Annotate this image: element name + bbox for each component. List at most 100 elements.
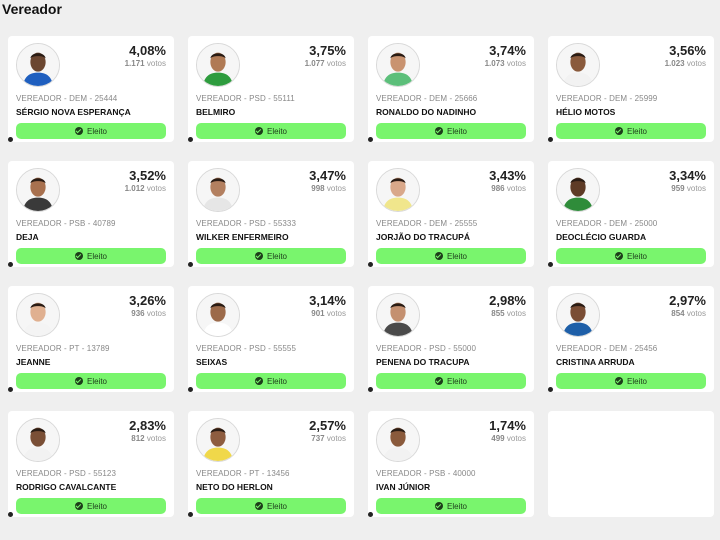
check-circle-icon xyxy=(614,377,623,385)
elected-label: Eleito xyxy=(626,251,647,261)
candidate-card[interactable]: 3,75% 1.077 votos VEREADOR - PSD - 55111… xyxy=(188,36,354,142)
elected-label: Eleito xyxy=(626,376,647,386)
candidate-name: NETO DO HERLON xyxy=(196,482,273,492)
elected-label: Eleito xyxy=(446,376,467,386)
vote-percentage: 3,56% xyxy=(669,43,706,58)
elected-badge: Eleito xyxy=(376,248,526,264)
vote-count: 855 votos xyxy=(491,309,526,318)
person-icon xyxy=(377,169,419,211)
elected-badge: Eleito xyxy=(556,123,706,139)
vote-count: 854 votos xyxy=(671,309,706,318)
candidate-card[interactable]: 3,43% 986 votos VEREADOR - DEM - 25555 J… xyxy=(368,161,534,267)
vote-percentage: 3,75% xyxy=(309,43,346,58)
candidate-card[interactable]: 3,34% 959 votos VEREADOR - DEM - 25000 D… xyxy=(548,161,714,267)
vote-percentage: 3,26% xyxy=(129,293,166,308)
candidate-card[interactable]: 2,83% 812 votos VEREADOR - PSD - 55123 R… xyxy=(8,411,174,517)
elected-label: Eleito xyxy=(86,501,107,511)
candidate-photo xyxy=(376,43,420,87)
vote-percentage: 3,47% xyxy=(309,168,346,183)
candidate-photo xyxy=(376,168,420,212)
candidate-role: VEREADOR - DEM - 25666 xyxy=(376,94,478,103)
vote-percentage: 4,08% xyxy=(129,43,166,58)
candidate-card[interactable]: 1,74% 499 votos VEREADOR - PSB - 40000 I… xyxy=(368,411,534,517)
vote-percentage: 1,74% xyxy=(489,418,526,433)
candidate-role: VEREADOR - PSD - 55111 xyxy=(196,94,295,103)
candidate-name: PENENA DO TRACUPA xyxy=(376,357,470,367)
elected-badge: Eleito xyxy=(556,373,706,389)
check-circle-icon xyxy=(254,377,263,385)
vote-count: 737 votos xyxy=(311,434,346,443)
vote-percentage: 2,97% xyxy=(669,293,706,308)
elected-badge: Eleito xyxy=(196,498,346,514)
candidate-photo xyxy=(556,43,600,87)
candidate-card[interactable]: 3,14% 901 votos VEREADOR - PSD - 55555 S… xyxy=(188,286,354,392)
candidate-name: BELMIRO xyxy=(196,107,236,117)
elected-label: Eleito xyxy=(86,251,107,261)
person-icon xyxy=(197,44,239,86)
candidate-name: SEIXAS xyxy=(196,357,228,367)
elected-label: Eleito xyxy=(86,126,107,136)
candidate-photo xyxy=(376,293,420,337)
elected-label: Eleito xyxy=(86,376,107,386)
vote-percentage: 2,83% xyxy=(129,418,166,433)
elected-label: Eleito xyxy=(266,251,287,261)
candidate-role: VEREADOR - PSB - 40789 xyxy=(16,219,116,228)
candidate-card[interactable]: 4,08% 1.171 votos VEREADOR - DEM - 25444… xyxy=(8,36,174,142)
candidate-role: VEREADOR - PSD - 55000 xyxy=(376,344,477,353)
person-icon xyxy=(17,419,59,461)
person-icon xyxy=(197,169,239,211)
candidate-role: VEREADOR - PSB - 40000 xyxy=(376,469,476,478)
vote-count: 959 votos xyxy=(671,184,706,193)
vote-percentage: 3,43% xyxy=(489,168,526,183)
candidate-card[interactable]: 3,47% 998 votos VEREADOR - PSD - 55333 W… xyxy=(188,161,354,267)
candidate-card[interactable]: 2,98% 855 votos VEREADOR - PSD - 55000 P… xyxy=(368,286,534,392)
check-circle-icon xyxy=(614,252,623,260)
empty-card xyxy=(548,411,714,517)
vote-percentage: 2,57% xyxy=(309,418,346,433)
check-circle-icon xyxy=(254,502,263,510)
person-icon xyxy=(17,169,59,211)
candidate-photo xyxy=(196,168,240,212)
candidate-card[interactable]: 3,52% 1.012 votos VEREADOR - PSB - 40789… xyxy=(8,161,174,267)
elected-badge: Eleito xyxy=(196,373,346,389)
vote-count: 986 votos xyxy=(491,184,526,193)
vote-count: 812 votos xyxy=(131,434,166,443)
check-circle-icon xyxy=(434,502,443,510)
check-circle-icon xyxy=(434,127,443,135)
person-icon xyxy=(557,294,599,336)
elected-badge: Eleito xyxy=(16,373,166,389)
elected-label: Eleito xyxy=(266,126,287,136)
candidate-photo xyxy=(376,418,420,462)
candidate-photo xyxy=(556,168,600,212)
check-circle-icon xyxy=(254,127,263,135)
check-circle-icon xyxy=(434,377,443,385)
vote-percentage: 3,14% xyxy=(309,293,346,308)
candidate-role: VEREADOR - PT - 13456 xyxy=(196,469,290,478)
check-circle-icon xyxy=(74,127,83,135)
check-circle-icon xyxy=(74,377,83,385)
candidate-role: VEREADOR - DEM - 25555 xyxy=(376,219,478,228)
person-icon xyxy=(197,294,239,336)
candidate-role: VEREADOR - DEM - 25444 xyxy=(16,94,118,103)
candidate-role: VEREADOR - DEM - 25000 xyxy=(556,219,658,228)
candidate-card[interactable]: 3,74% 1.073 votos VEREADOR - DEM - 25666… xyxy=(368,36,534,142)
vote-count: 1.012 votos xyxy=(124,184,166,193)
candidate-photo xyxy=(16,43,60,87)
page-title: Vereador xyxy=(2,1,62,17)
candidate-photo xyxy=(196,293,240,337)
candidate-card[interactable]: 3,26% 936 votos VEREADOR - PT - 13789 JE… xyxy=(8,286,174,392)
candidate-card[interactable]: 2,57% 737 votos VEREADOR - PT - 13456 NE… xyxy=(188,411,354,517)
candidate-name: HÉLIO MOTOS xyxy=(556,107,616,117)
person-icon xyxy=(17,294,59,336)
elected-badge: Eleito xyxy=(16,248,166,264)
candidate-name: WILKER ENFERMEIRO xyxy=(196,232,289,242)
elected-label: Eleito xyxy=(266,376,287,386)
candidate-name: SÉRGIO NOVA ESPERANÇA xyxy=(16,107,131,117)
candidate-name: RONALDO DO NADINHO xyxy=(376,107,477,117)
elected-badge: Eleito xyxy=(376,498,526,514)
elected-badge: Eleito xyxy=(556,248,706,264)
vote-count: 1.171 votos xyxy=(124,59,166,68)
candidate-card[interactable]: 2,97% 854 votos VEREADOR - DEM - 25456 C… xyxy=(548,286,714,392)
elected-badge: Eleito xyxy=(376,123,526,139)
candidate-card[interactable]: 3,56% 1.023 votos VEREADOR - DEM - 25999… xyxy=(548,36,714,142)
